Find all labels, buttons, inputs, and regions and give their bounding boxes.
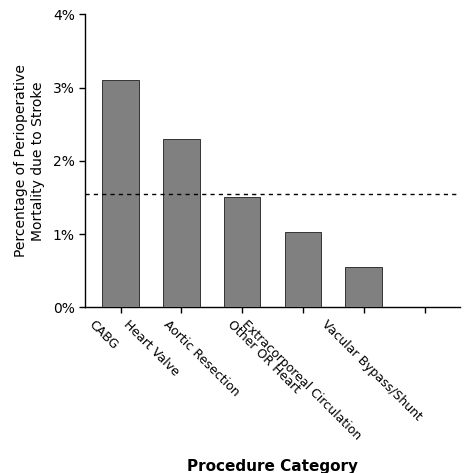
Bar: [224, 198, 260, 307]
X-axis label: Procedure Category: Procedure Category: [187, 459, 358, 473]
Bar: [285, 232, 321, 307]
Y-axis label: Percentage of Perioperative
Mortality due to Stroke: Percentage of Perioperative Mortality du…: [14, 64, 45, 257]
Bar: [346, 267, 382, 307]
Bar: [163, 139, 200, 307]
Bar: [102, 80, 139, 307]
